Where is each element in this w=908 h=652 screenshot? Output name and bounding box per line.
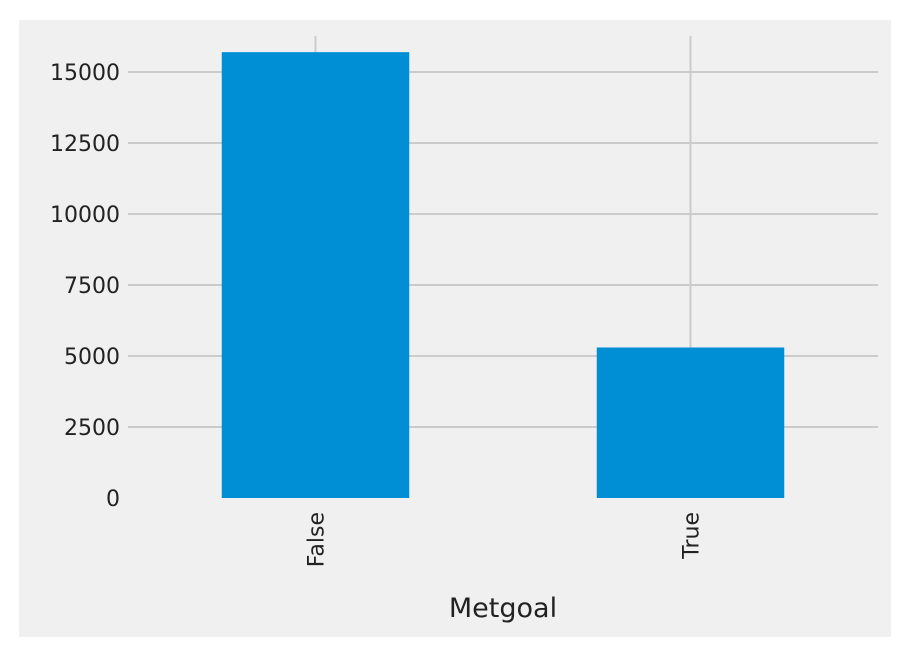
x-axis-title: Metgoal: [449, 593, 557, 624]
y-tick-label: 2500: [64, 416, 120, 441]
bar-true: [596, 347, 785, 498]
x-tick-label: False: [305, 512, 330, 567]
x-tick-labels: False True: [305, 512, 705, 567]
y-tick-label: 12500: [50, 132, 120, 157]
bars: [221, 52, 785, 499]
y-tick-label: 0: [106, 487, 120, 512]
y-tick-label: 5000: [64, 345, 120, 370]
bar-false: [221, 52, 410, 499]
chart-background: [19, 20, 891, 637]
y-tick-label: 10000: [50, 203, 120, 228]
y-tick-labels: 0 2500 5000 7500 10000 12500 15000: [50, 61, 120, 512]
y-tick-label: 7500: [64, 274, 120, 299]
y-tick-label: 15000: [50, 61, 120, 86]
x-tick-label: True: [680, 512, 705, 560]
